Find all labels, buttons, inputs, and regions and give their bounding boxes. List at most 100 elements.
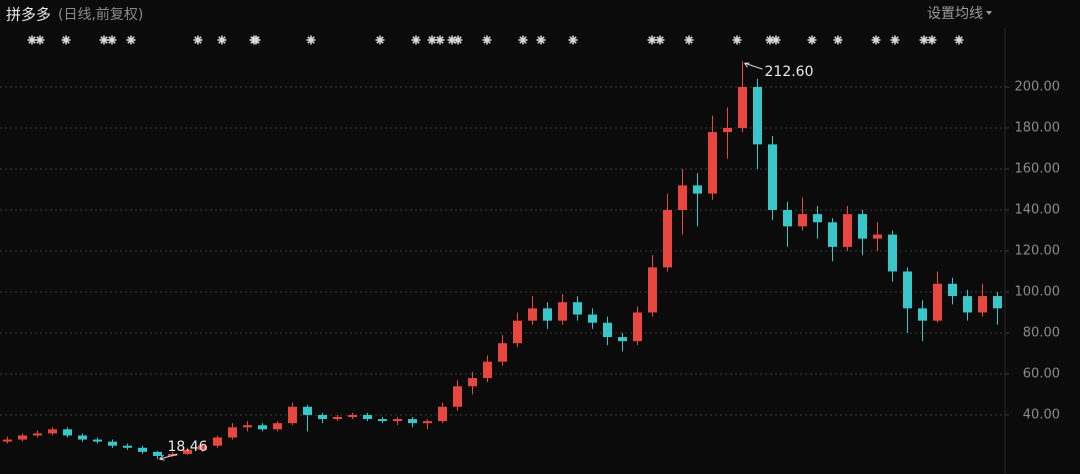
candle [168, 451, 177, 457]
event-marker [482, 35, 492, 45]
candle [603, 316, 612, 346]
event-marker-ray [108, 36, 116, 44]
event-marker [919, 35, 929, 45]
candle-body [213, 437, 222, 446]
candle [498, 335, 507, 366]
candle [633, 306, 642, 346]
y-tick-label: 100.00 [1015, 284, 1061, 299]
candle [708, 115, 717, 200]
event-marker-ray [252, 36, 260, 44]
event-marker [435, 35, 445, 45]
candle-body [48, 429, 57, 434]
candle-body [768, 144, 777, 210]
candle-body [678, 185, 687, 210]
candle-body [393, 419, 402, 422]
candle [993, 291, 1002, 325]
event-marker-ray [412, 36, 420, 44]
candle [93, 437, 102, 444]
event-marker-ray [569, 36, 577, 44]
candle [483, 355, 492, 383]
candle-body [528, 308, 537, 321]
candle [78, 433, 87, 442]
event-marker-ray [648, 36, 656, 44]
event-marker-ray [772, 36, 780, 44]
min-label: 18.46 [168, 439, 208, 455]
candle-body [483, 361, 492, 379]
event-marker [126, 35, 136, 45]
candle [243, 421, 252, 432]
candle-body [258, 425, 267, 430]
event-marker [375, 35, 385, 45]
min-arrow [159, 453, 178, 461]
event-marker [306, 35, 316, 45]
candle [63, 427, 72, 438]
candle [468, 371, 477, 395]
menu-label[interactable]: 设置均线 [927, 6, 983, 22]
event-marker [954, 35, 964, 45]
event-marker [107, 35, 117, 45]
candle-body [228, 427, 237, 438]
event-marker-ray [436, 36, 444, 44]
candle-body [858, 214, 867, 239]
candle-body [513, 320, 522, 344]
candle [213, 435, 222, 448]
candle-body [588, 314, 597, 323]
candle-body [738, 86, 747, 128]
candle-body [903, 271, 912, 309]
candle-body [558, 302, 567, 321]
event-marker-ray [920, 36, 928, 44]
candle-body [933, 283, 942, 321]
candle [153, 450, 162, 460]
y-tick-label: 40.00 [1023, 407, 1060, 422]
y-tick-label: 160.00 [1015, 161, 1061, 176]
candle [843, 205, 852, 251]
candle-body [333, 417, 342, 420]
event-marker [518, 35, 528, 45]
y-tick-label: 180.00 [1015, 120, 1061, 135]
candle-body [18, 435, 27, 440]
candle-body [303, 406, 312, 415]
candle [723, 107, 732, 159]
candle-body [123, 445, 132, 448]
event-marker [251, 35, 261, 45]
candle-body [978, 296, 987, 313]
candle [888, 230, 897, 282]
candle-body [573, 302, 582, 315]
event-marker [771, 35, 781, 45]
candle [303, 404, 312, 432]
event-marker [732, 35, 742, 45]
event-marker [807, 35, 817, 45]
menu-caret[interactable] [986, 11, 992, 15]
candle-body [648, 267, 657, 313]
event-marker-ray [872, 36, 880, 44]
candle-body [408, 419, 417, 424]
candle [798, 197, 807, 231]
event-marker-ray [448, 36, 456, 44]
candle [123, 443, 132, 450]
candle-body [273, 423, 282, 430]
event-marker [684, 35, 694, 45]
candle [933, 271, 942, 323]
candle-body [633, 312, 642, 342]
y-tick-label: 60.00 [1023, 366, 1060, 381]
candle-body [138, 447, 147, 452]
event-marker [890, 35, 900, 45]
candle-body [453, 386, 462, 407]
candle [228, 423, 237, 440]
candle-body [993, 296, 1002, 309]
event-marker-ray [62, 36, 70, 44]
candle [438, 402, 447, 424]
candle-body [708, 132, 717, 194]
candle [918, 300, 927, 342]
chart-subtitle: (日线,前复权) [58, 6, 143, 23]
candle [198, 443, 207, 452]
candle-body [183, 449, 192, 454]
ma-settings-menu[interactable]: 设置均线 [927, 6, 992, 22]
y-tick-label: 200.00 [1015, 79, 1061, 94]
event-marker-ray [127, 36, 135, 44]
candle [963, 289, 972, 321]
event-marker [99, 35, 109, 45]
candle [588, 308, 597, 329]
event-marker-ray [483, 36, 491, 44]
candle [573, 296, 582, 321]
